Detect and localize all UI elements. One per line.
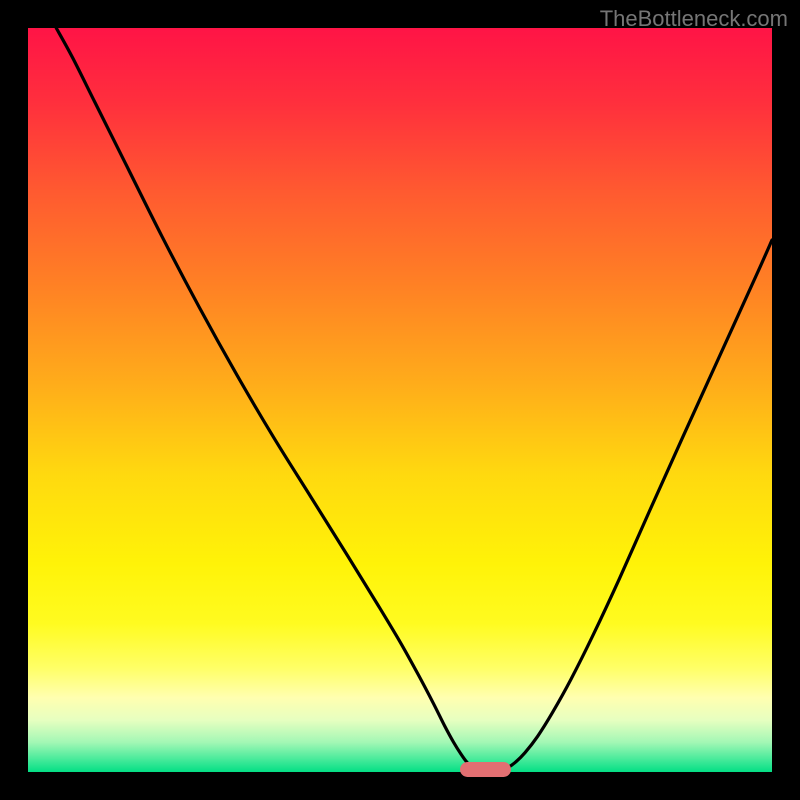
plot-area: [28, 28, 772, 772]
bottleneck-curve: [28, 28, 772, 772]
optimum-marker: [460, 762, 511, 777]
watermark-text: TheBottleneck.com: [600, 6, 788, 32]
